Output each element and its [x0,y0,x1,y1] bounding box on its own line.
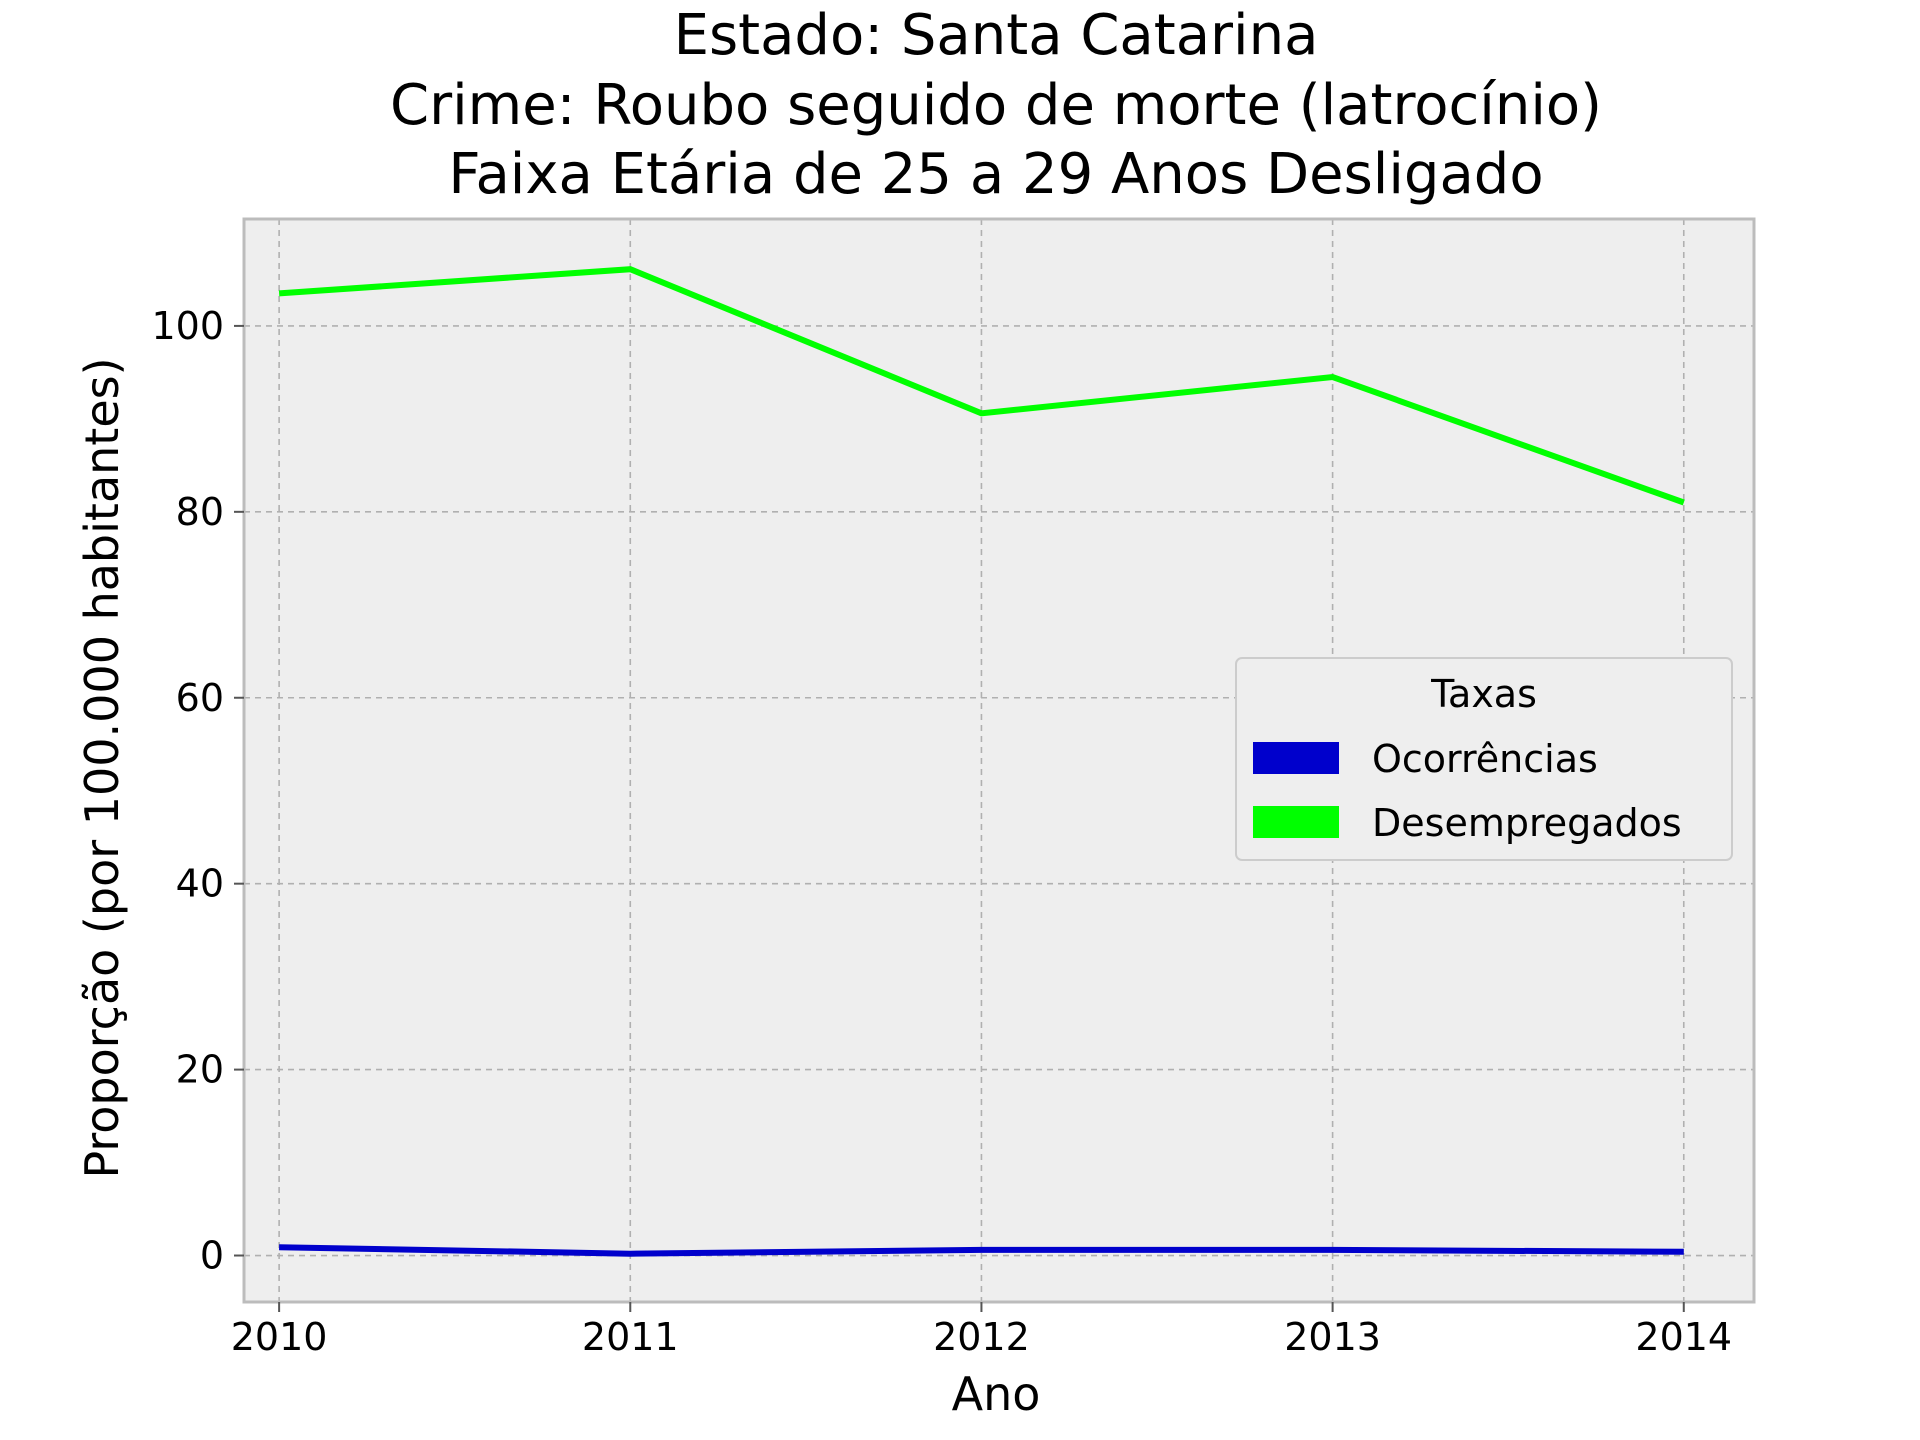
x-tick-label: 2014 [1635,1315,1732,1359]
y-tick-label: 20 [176,1048,224,1092]
legend-entry: Desempregados [1372,801,1682,845]
plot-frame [242,217,1756,1304]
x-tick-label: 2010 [231,1315,328,1359]
series-lines [278,266,1685,1257]
title-line-2: Crime: Roubo seguido de morte (latrocíni… [390,73,1602,138]
x-tick-label: 2012 [933,1315,1030,1359]
legend-swatch [1253,806,1339,838]
y-axis-label: Proporção (por 100.000 habitantes) [75,357,129,1178]
legend-box [1235,657,1733,861]
y-tick-label: 80 [176,490,224,534]
y-tick-label: 0 [200,1234,224,1278]
x-tick-label: 2013 [1284,1315,1381,1359]
chart-title: Estado: Santa Catarina Crime: Roubo segu… [390,3,1602,207]
legend-title: Taxas [1430,672,1537,716]
legend-entry: Ocorrências [1372,737,1598,781]
y-tick-label: 60 [176,676,224,720]
title-line-3: Faixa Etária de 25 a 29 Anos Desligado [448,142,1543,207]
series-line [279,1244,1684,1257]
x-tick-label: 2011 [582,1315,679,1359]
legend: Taxas Ocorrências Desempregados [1235,657,1733,861]
legend-swatch [1253,742,1339,774]
y-tick-label: 40 [176,862,224,906]
y-tick-label: 100 [151,304,224,348]
x-axis-label: Ano [952,1367,1041,1421]
title-line-1: Estado: Santa Catarina [674,3,1319,68]
axis-ticks: 2010 2011 2012 2013 2014 0 20 40 60 80 100 [151,304,1732,1359]
